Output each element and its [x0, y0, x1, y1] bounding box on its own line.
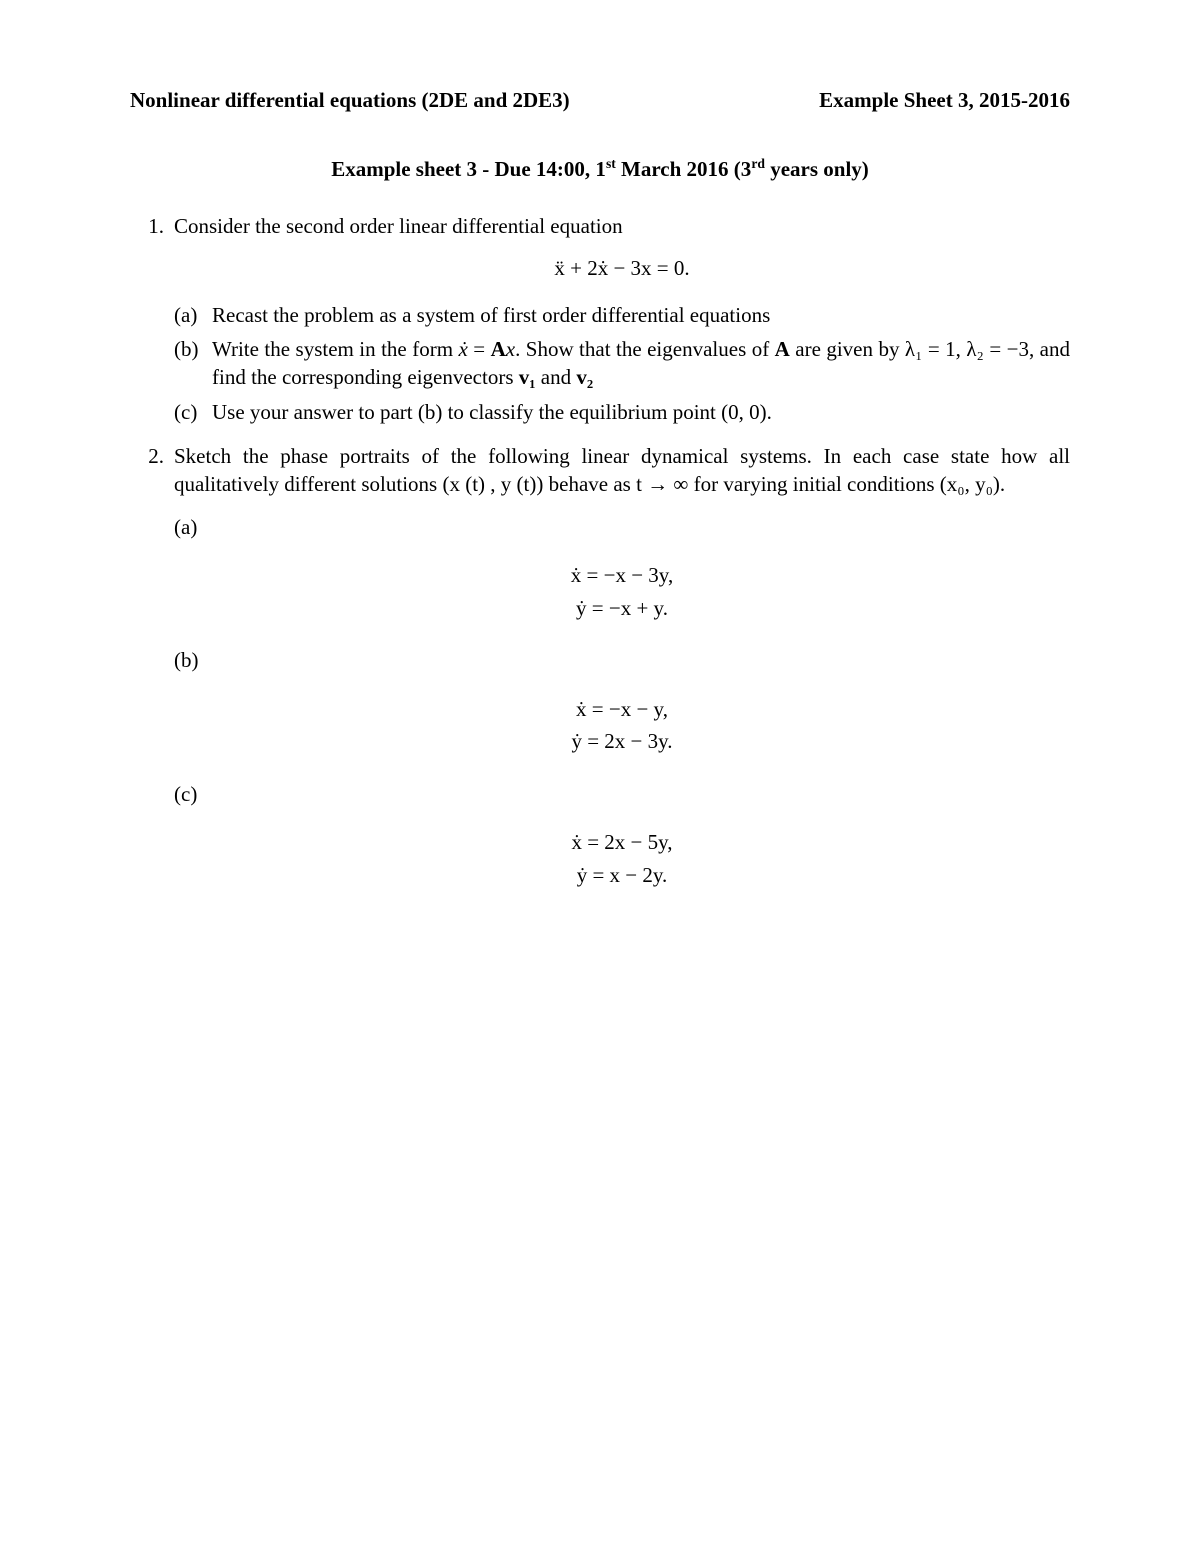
q1a: (a) Recast the problem as a system of fi…	[174, 301, 1070, 329]
q2c-eq2: ẏ = x − 2y.	[174, 859, 1070, 892]
q1c-label: (c)	[174, 398, 212, 426]
q2a-equations: ẋ = −x − 3y, ẏ = −x + y.	[174, 559, 1070, 624]
q1c-text: Use your answer to part (b) to classify …	[212, 398, 1070, 426]
q2a-eq2: ẏ = −x + y.	[174, 592, 1070, 625]
header-right: Example Sheet 3, 2015-2016	[819, 88, 1070, 113]
q2-subparts: (a) ẋ = −x − 3y, ẏ = −x + y. (b) ẋ = −x …	[174, 513, 1070, 891]
q1b-and: and	[536, 365, 577, 389]
q2-number: 2.	[130, 442, 174, 913]
q2-limit: t → ∞	[636, 472, 688, 496]
title-prefix: Example sheet 3 - Due 14:00, 1	[331, 157, 606, 181]
q1-number: 1.	[130, 212, 174, 426]
q2a-eq1: ẋ = −x − 3y,	[174, 559, 1070, 592]
q1c: (c) Use your answer to part (b) to class…	[174, 398, 1070, 426]
q1-body: Consider the second order linear differe…	[174, 212, 1070, 426]
q2b-eq2: ẏ = 2x − 3y.	[174, 725, 1070, 758]
q2b-equations: ẋ = −x − y, ẏ = 2x − 3y.	[174, 693, 1070, 758]
q2b-label: (b)	[174, 646, 212, 674]
q2-intro-mid: behave as	[543, 472, 636, 496]
q2b-eq1: ẋ = −x − y,	[174, 693, 1070, 726]
sheet-title: Example sheet 3 - Due 14:00, 1st March 2…	[130, 157, 1070, 182]
q2-sol: (x (t) , y (t))	[442, 472, 543, 496]
q2c-eq1: ẋ = 2x − 5y,	[174, 826, 1070, 859]
q2c: (c)	[174, 780, 1070, 808]
q1c-point: (0, 0)	[721, 400, 767, 424]
title-sup2: rd	[751, 156, 765, 171]
page: Nonlinear differential equations (2DE an…	[0, 0, 1200, 1553]
header-left: Nonlinear differential equations (2DE an…	[130, 88, 570, 113]
q2a-body	[212, 513, 1070, 541]
q1c-post: .	[767, 400, 772, 424]
question-2: 2. Sketch the phase portraits of the fol…	[130, 442, 1070, 913]
page-header: Nonlinear differential equations (2DE an…	[130, 88, 1070, 113]
q2c-label: (c)	[174, 780, 212, 808]
q2-ic: (x₀, y₀)	[940, 472, 1000, 496]
q1b-text: Write the system in the form ẋ = Ax. Sho…	[212, 335, 1070, 392]
q1-intro: Consider the second order linear differe…	[174, 212, 1070, 240]
q1b: (b) Write the system in the form ẋ = Ax.…	[174, 335, 1070, 392]
q1c-pre: Use your answer to part (b) to classify …	[212, 400, 721, 424]
title-suffix: years only)	[765, 157, 869, 181]
q2b-body	[212, 646, 1070, 674]
title-sup1: st	[606, 156, 616, 171]
q1b-pre: Write the system in the form	[212, 337, 458, 361]
q2b: (b)	[174, 646, 1070, 674]
q2-intro-post: for varying initial conditions	[688, 472, 939, 496]
q1b-lambdas: λ₁ = 1, λ₂ = −3	[905, 337, 1029, 361]
q1b-eq: ẋ = Ax	[458, 337, 515, 361]
q1a-text: Recast the problem as a system of first …	[212, 301, 1070, 329]
q1b-mid1: . Show that the eigenvalues of	[515, 337, 775, 361]
q1b-A: A	[775, 337, 790, 361]
title-mid: March 2016 (3	[616, 157, 752, 181]
q2c-equations: ẋ = 2x − 5y, ẏ = x − 2y.	[174, 826, 1070, 891]
question-1: 1. Consider the second order linear diff…	[130, 212, 1070, 426]
q2a-label: (a)	[174, 513, 212, 541]
q1-equation: ẍ + 2ẋ − 3x = 0.	[174, 254, 1070, 282]
q1a-label: (a)	[174, 301, 212, 329]
q2c-body	[212, 780, 1070, 808]
q1b-v2: v₂	[576, 365, 593, 389]
q1b-v1: v₁	[519, 365, 536, 389]
q2a: (a)	[174, 513, 1070, 541]
q2-period: .	[1000, 472, 1005, 496]
q1b-mid2: are given by	[790, 337, 905, 361]
q1b-label: (b)	[174, 335, 212, 392]
q1-subparts: (a) Recast the problem as a system of fi…	[174, 301, 1070, 426]
q2-body: Sketch the phase portraits of the follow…	[174, 442, 1070, 913]
q2-intro: Sketch the phase portraits of the follow…	[174, 442, 1070, 499]
